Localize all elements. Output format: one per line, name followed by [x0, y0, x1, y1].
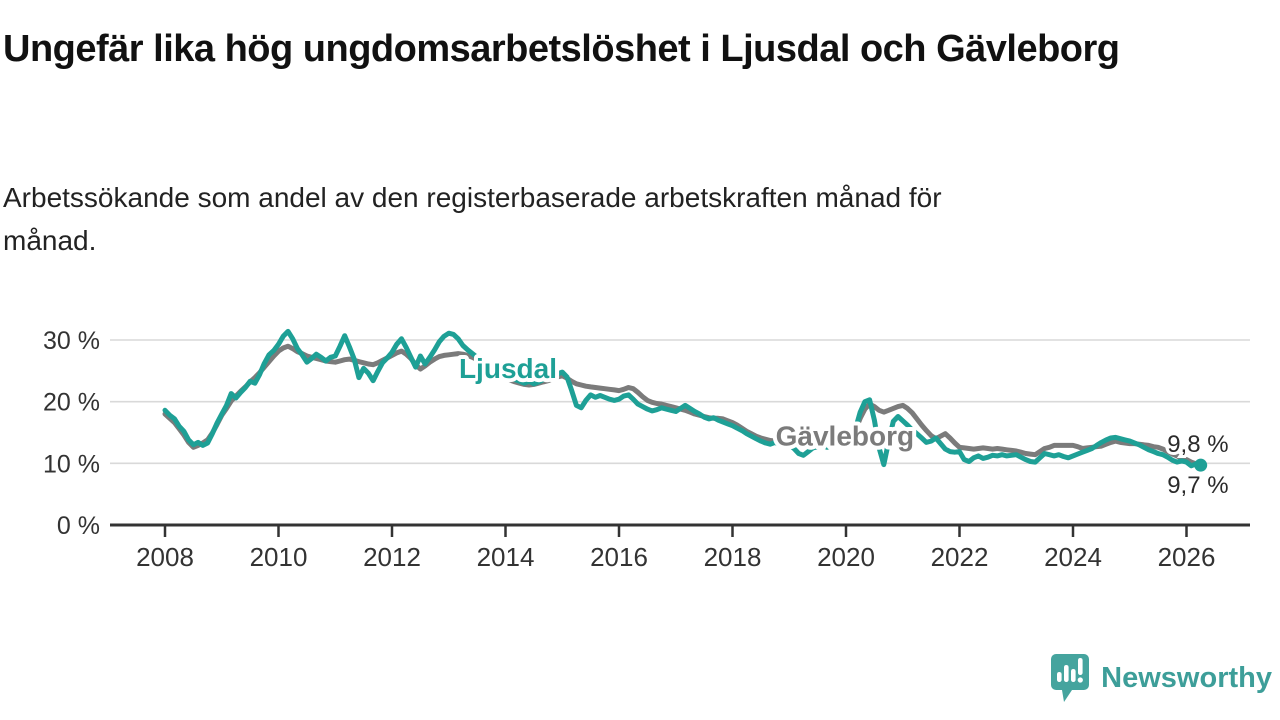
speech-bubble-shape — [1051, 654, 1090, 702]
x-axis-tick-label: 2020 — [817, 542, 875, 572]
x-axis-tick-label: 2010 — [250, 542, 308, 572]
brand-name: Newsworthy — [1101, 661, 1272, 694]
series-end-dot-ljusdal — [1194, 458, 1208, 472]
latest-value-label: 9,8 % — [1167, 431, 1228, 458]
branding-footer: Newsworthy — [1049, 652, 1272, 704]
bar-medium — [1071, 669, 1076, 682]
series-line-ljusdal — [162, 328, 1204, 469]
exclamation-bar — [1078, 658, 1083, 675]
x-axis-tick-label: 2026 — [1158, 542, 1216, 572]
chart-title: Ungefär lika hög ungdomsarbetslöshet i L… — [3, 28, 1120, 70]
x-axis-tick-label: 2024 — [1044, 542, 1102, 572]
exclamation-dot — [1077, 677, 1084, 683]
y-axis-tick-label: 0 % — [57, 512, 100, 540]
latest-value-label: 9,7 % — [1167, 472, 1228, 499]
series-label: Gävleborg — [776, 420, 914, 451]
bar-tall — [1064, 665, 1069, 682]
series-label: Ljusdal — [459, 353, 557, 384]
x-axis-tick-label: 2012 — [363, 542, 421, 572]
y-axis-tick-label: 30 % — [43, 327, 100, 355]
x-axis-tick-label: 2008 — [136, 542, 194, 572]
x-axis-tick-label: 2018 — [704, 542, 762, 572]
y-axis-tick-label: 10 % — [43, 450, 100, 478]
newsworthy-logo-icon — [1051, 654, 1090, 702]
chart-subtitle: Arbetssökande som andel av den registerb… — [3, 182, 942, 256]
x-axis-tick-label: 2014 — [477, 542, 535, 572]
x-axis-tick-label: 2022 — [931, 542, 989, 572]
x-axis-tick-label: 2016 — [590, 542, 648, 572]
y-axis-tick-label: 20 % — [43, 389, 100, 417]
bar-small — [1057, 672, 1062, 682]
